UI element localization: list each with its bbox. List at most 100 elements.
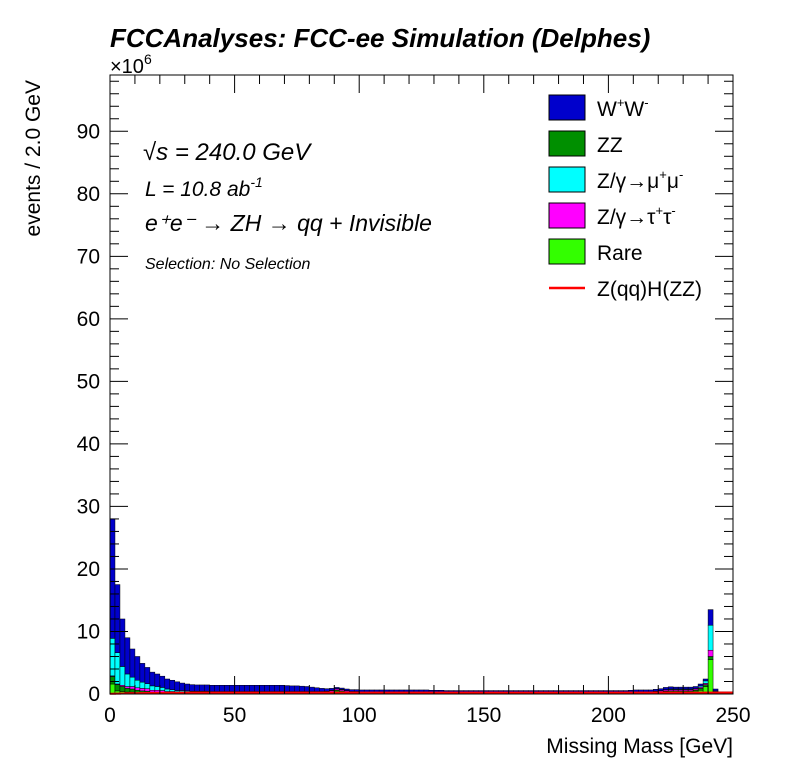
bar-4-24 [229,685,235,692]
bar-3-120 [707,624,714,651]
bar-4-106 [638,689,644,693]
bar-1-0 [109,676,116,685]
bar-3-2 [119,666,126,686]
bar-4-43 [324,688,330,692]
bar-3-7 [144,683,151,689]
bar-1-119 [702,684,709,687]
chart-title: FCCAnalyses: FCC-ee Simulation (Delphes) [110,23,650,53]
bar-2-6 [139,688,146,692]
bar-4-119 [702,678,709,682]
bar-4-15 [184,683,190,692]
bar-4-55 [383,689,390,693]
bar-4-32 [269,685,275,692]
bar-2-8 [149,690,156,693]
y-tick-label-0: 0 [88,683,100,706]
bar-4-60 [408,689,415,693]
bar-1-120 [707,656,714,660]
y-tick-label-1: 10 [77,620,100,643]
bar-0-0 [109,683,116,695]
bar-4-105 [633,689,639,693]
bar-4-49 [353,689,360,692]
x-tick-labels: 0 50 100 150 200 250 [104,704,750,727]
bar-3-10 [159,687,166,691]
y-tick-label-7: 70 [77,245,100,268]
bar-4-45 [334,687,340,689]
annotation-selection: Selection: No Selection [145,256,311,273]
bar-4-54 [378,689,385,693]
y-tick-label-8: 80 [77,183,100,206]
bar-4-40 [309,686,315,692]
x-tick-label-5: 250 [715,704,750,727]
bar-2-7 [144,688,151,692]
x-tick-label-1: 50 [223,704,246,727]
bar-4-29 [254,685,260,692]
y-tick-labels: 0 10 20 30 40 50 60 70 80 90 [77,120,100,706]
bar-3-8 [149,685,156,691]
bar-4-120 [707,609,714,626]
bar-4-16 [189,684,195,692]
signal-line-group [110,691,733,695]
bar-4-4 [129,648,136,678]
x-tick-label-2: 100 [342,704,377,727]
legend-swatch-1 [548,130,586,157]
bar-4-51 [363,689,370,693]
bar-4-33 [274,685,280,692]
bar-3-119 [702,680,709,684]
bar-2-4 [129,686,136,690]
bar-4-110 [657,688,664,691]
bar-4-107 [643,689,649,693]
bar-4-58 [398,689,405,693]
bar-4-38 [299,685,305,692]
bar-4-39 [304,686,310,692]
bar-1-3 [124,688,131,693]
bar-4-0 [109,518,116,639]
bar-4-59 [403,689,410,693]
bar-4-3 [124,637,131,675]
y-tick-label-6: 60 [77,308,100,331]
bar-4-118 [697,683,704,687]
bar-4-26 [239,685,245,692]
bar-4-61 [413,689,420,693]
bar-4-10 [159,675,166,688]
annotation-block: √s = 240.0 GeV L = 10.8 ab-1 e⁺e⁻ → ZH →… [143,139,432,273]
legend-label-3: Z/γ→τ+τ- [597,203,676,229]
y-tick-label-2: 20 [77,558,100,581]
bar-4-17 [194,684,200,692]
bar-4-48 [348,689,355,692]
bar-4-9 [154,673,161,687]
bar-2-120 [707,649,714,657]
legend-label-2: Z/γ→μ+μ- [597,167,683,193]
x-tick-label-0: 0 [104,704,116,727]
bar-3-9 [154,686,161,691]
legend-label-1: ZZ [597,134,623,157]
bar-3-1 [114,652,121,685]
axis-ticks [109,75,734,695]
bar-4-116 [687,686,694,690]
bar-4-11 [164,678,171,690]
bar-4-53 [373,689,380,693]
annotation-energy: √s = 240.0 GeV [143,139,312,166]
bar-4-41 [314,687,320,692]
annotation-luminosity: L = 10.8 ab-1 [145,174,263,201]
bar-4-6 [139,663,146,683]
y-tick-label-9: 90 [77,120,100,143]
bar-4-66 [438,690,445,693]
bar-4-27 [244,685,250,692]
legend-swatch-4 [548,238,586,265]
bar-4-18 [199,684,205,692]
bar-4-62 [418,689,425,693]
y-tick-label-5: 50 [77,370,100,393]
bar-3-6 [139,681,146,689]
bar-4-28 [249,685,255,692]
bar-4-14 [179,682,186,691]
bar-4-44 [329,688,335,691]
bar-4-20 [209,685,215,692]
bar-2-5 [134,687,141,691]
bar-4-13 [174,681,181,691]
bar-4-56 [388,689,395,693]
bar-4-42 [319,688,325,692]
bar-4-12 [169,679,176,690]
bar-1-2 [119,686,126,692]
legend: W+W- ZZ Z/γ→μ+μ- Z/γ→τ+τ- Rare Z(qq)H(ZZ) [548,94,702,301]
legend-label-4: Rare [597,242,643,265]
